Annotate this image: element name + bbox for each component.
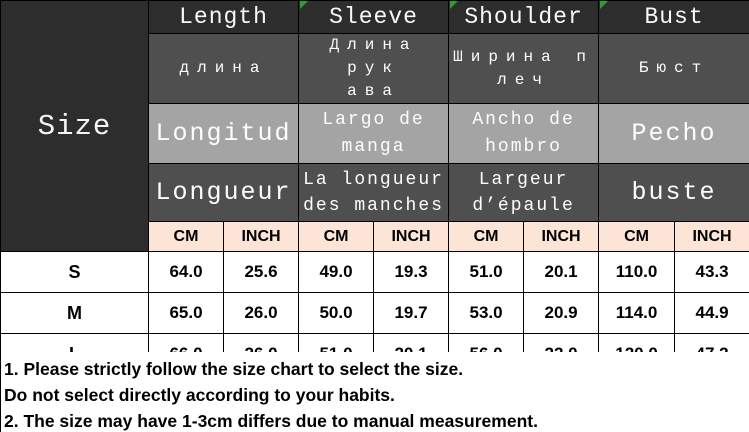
label-fr-length: Longueur	[147, 163, 300, 222]
value-cell: 19.7	[373, 292, 450, 334]
label-fr-sleeve: La longueur des manches	[298, 163, 450, 222]
unit-header-cm: CM	[448, 221, 525, 252]
footnote-line: 1. Please strictly follow the size chart…	[4, 359, 464, 379]
unit-header-inch: INCH	[674, 221, 749, 252]
table-row-m: M 65.0 26.0 50.0 19.7 53.0 20.9 114.0 44…	[0, 292, 749, 334]
unit-header-cm: CM	[598, 221, 676, 252]
size-chart-table: Size Length Sleeve Shoulder Bust длина Д…	[0, 0, 749, 375]
value-cell: 51.0	[448, 251, 525, 293]
size-label: S	[0, 251, 149, 293]
size-label: M	[0, 292, 149, 334]
excel-error-triangle-icon	[300, 1, 308, 9]
unit-header-inch: INCH	[523, 221, 600, 252]
excel-error-triangle-icon	[600, 1, 608, 9]
label-fr-bust: buste	[598, 163, 749, 222]
footnotes: 1. Please strictly follow the size chart…	[0, 352, 749, 432]
unit-header-cm: CM	[148, 221, 224, 252]
value-cell: 43.3	[674, 251, 749, 293]
size-corner-cell: Size	[0, 0, 149, 252]
value-cell: 26.0	[222, 292, 300, 334]
footnote-line: Do not select directly according to your…	[4, 385, 395, 405]
col-header-bust: Bust	[598, 0, 749, 34]
value-cell: 20.9	[523, 292, 600, 334]
col-header-shoulder: Shoulder	[448, 0, 600, 34]
value-cell: 50.0	[298, 292, 375, 334]
value-cell: 114.0	[598, 292, 676, 334]
label-ru-sleeve: Длина рук ава	[298, 33, 450, 104]
label-es-bust: Pecho	[598, 103, 749, 164]
footnote-line: 2. The size may have 1-3cm differs due t…	[4, 411, 538, 431]
label-ru-length: длина	[147, 33, 300, 104]
label-es-sleeve: Largo de manga	[298, 103, 450, 164]
value-cell: 65.0	[148, 292, 224, 334]
value-cell: 53.0	[448, 292, 525, 334]
value-cell: 110.0	[598, 251, 676, 293]
value-cell: 64.0	[148, 251, 224, 293]
value-cell: 44.9	[674, 292, 749, 334]
value-cell: 19.3	[373, 251, 450, 293]
value-cell: 49.0	[298, 251, 375, 293]
label-ru-shoulder: Ширина п леч	[448, 33, 600, 104]
label-ru-bust: Бюст	[598, 33, 749, 104]
label-fr-shoulder: Largeur d’épaule	[448, 163, 600, 222]
col-header-length: Length	[147, 0, 300, 34]
label-es-shoulder: Ancho de hombro	[448, 103, 600, 164]
col-header-sleeve: Sleeve	[298, 0, 450, 34]
value-cell: 25.6	[222, 251, 300, 293]
unit-header-inch: INCH	[373, 221, 450, 252]
value-cell: 20.1	[523, 251, 600, 293]
label-es-length: Longitud	[147, 103, 300, 164]
excel-error-triangle-icon	[450, 1, 458, 9]
unit-header-inch: INCH	[222, 221, 300, 252]
table-row-s: S 64.0 25.6 49.0 19.3 51.0 20.1 110.0 43…	[0, 251, 749, 293]
unit-header-cm: CM	[298, 221, 375, 252]
